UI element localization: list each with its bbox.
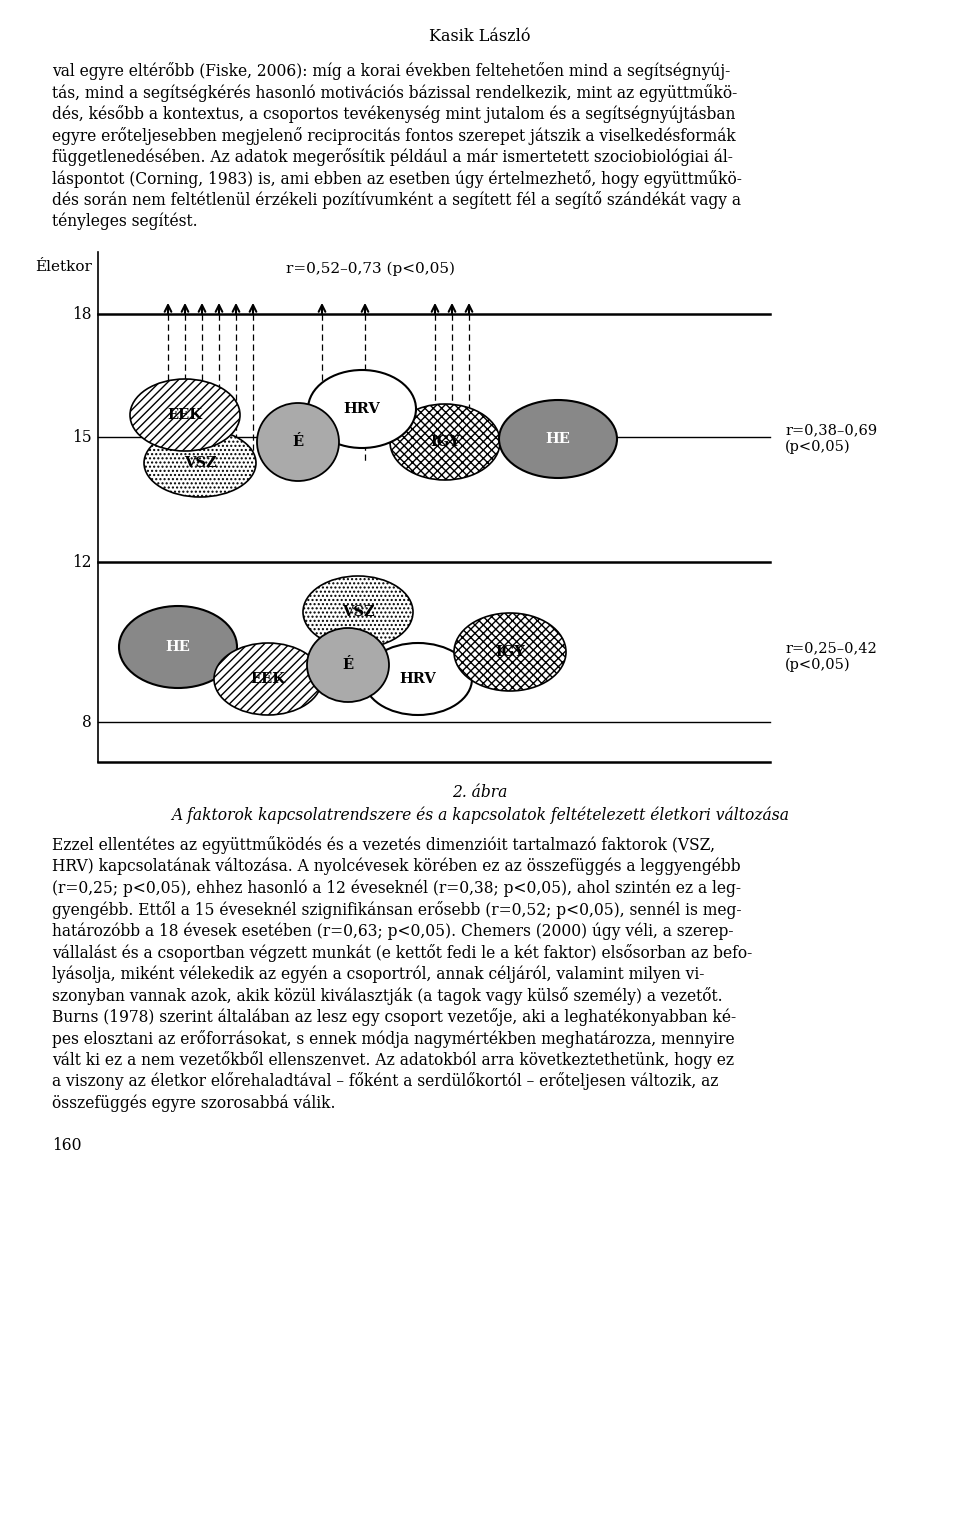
Text: IGY: IGY bbox=[495, 645, 525, 658]
Text: EEK: EEK bbox=[251, 672, 285, 686]
Text: dés, később a kontextus, a csoportos tevékenység mint jutalom és a segítségnyújt: dés, később a kontextus, a csoportos tev… bbox=[52, 105, 735, 123]
Text: határozóbb a 18 évesek esetében (r=0,63; p<0,05). Chemers (2000) úgy véli, a sze: határozóbb a 18 évesek esetében (r=0,63;… bbox=[52, 922, 733, 939]
Text: tényleges segítést.: tényleges segítést. bbox=[52, 212, 198, 231]
Text: láspontot (Corning, 1983) is, ami ebben az esetben úgy értelmezhető, hogy együtt: láspontot (Corning, 1983) is, ami ebben … bbox=[52, 170, 742, 188]
Ellipse shape bbox=[257, 404, 339, 481]
Ellipse shape bbox=[303, 576, 413, 648]
Ellipse shape bbox=[308, 370, 416, 448]
Ellipse shape bbox=[390, 404, 500, 479]
Text: val egyre eltérőbb (Fiske, 2006): míg a korai években feltehetően mind a segítsé: val egyre eltérőbb (Fiske, 2006): míg a … bbox=[52, 62, 731, 80]
Text: HRV: HRV bbox=[399, 672, 437, 686]
Text: 18: 18 bbox=[73, 305, 92, 323]
Text: a viszony az életkor előrehaladtával – főként a serdülőkortól – erőteljesen vált: a viszony az életkor előrehaladtával – f… bbox=[52, 1073, 718, 1091]
Text: É: É bbox=[293, 435, 303, 449]
Ellipse shape bbox=[144, 429, 256, 498]
Text: HRV: HRV bbox=[344, 402, 380, 416]
Ellipse shape bbox=[307, 628, 389, 702]
Text: HE: HE bbox=[545, 432, 570, 446]
Text: tás, mind a segítségkérés hasonló motivációs bázissal rendelkezik, mint az együt: tás, mind a segítségkérés hasonló motivá… bbox=[52, 83, 737, 102]
Ellipse shape bbox=[454, 613, 566, 692]
Text: IGY: IGY bbox=[430, 435, 460, 449]
Text: szonyban vannak azok, akik közül kiválasztják (a tagok vagy külső személy) a vez: szonyban vannak azok, akik közül kiválas… bbox=[52, 986, 723, 1004]
Text: dés során nem feltétlenül érzékeli pozítívumként a segített fél a segítő szándék: dés során nem feltétlenül érzékeli pozít… bbox=[52, 191, 741, 209]
Ellipse shape bbox=[364, 643, 472, 715]
Text: r=0,52–0,73 (p<0,05): r=0,52–0,73 (p<0,05) bbox=[285, 262, 454, 276]
Text: függetlenedésében. Az adatok megerősítik például a már ismertetett szociobiológi: függetlenedésében. Az adatok megerősítik… bbox=[52, 149, 732, 165]
Text: Burns (1978) szerint általában az lesz egy csoport vezetője, aki a leghatékonyab: Burns (1978) szerint általában az lesz e… bbox=[52, 1007, 736, 1025]
Text: 160: 160 bbox=[52, 1138, 82, 1154]
Text: lyásolja, miként vélekedik az egyén a csoportról, annak céljáról, valamint milye: lyásolja, miként vélekedik az egyén a cs… bbox=[52, 965, 705, 983]
Text: összefüggés egyre szorosabbá válik.: összefüggés egyre szorosabbá válik. bbox=[52, 1094, 335, 1112]
Ellipse shape bbox=[119, 605, 237, 689]
Text: 15: 15 bbox=[72, 428, 92, 446]
Text: gyengébb. Ettől a 15 éveseknél szignifikánsan erősebb (r=0,52; p<0,05), sennél i: gyengébb. Ettől a 15 éveseknél szignifik… bbox=[52, 901, 741, 918]
Text: r=0,25–0,42
(p<0,05): r=0,25–0,42 (p<0,05) bbox=[785, 642, 876, 672]
Text: Ezzel ellentétes az együttműködés és a vezetés dimenzióit tartalmazó faktorok (V: Ezzel ellentétes az együttműködés és a v… bbox=[52, 836, 715, 854]
Text: egyre erőteljesebben megjelenő reciprocitás fontos szerepet játszik a viselkedés: egyre erőteljesebben megjelenő reciproci… bbox=[52, 126, 735, 144]
Text: Életkor: Életkor bbox=[36, 259, 92, 275]
Text: Kasik László: Kasik László bbox=[429, 27, 531, 46]
Text: 2. ábra: 2. ábra bbox=[452, 784, 508, 801]
Ellipse shape bbox=[499, 400, 617, 478]
Ellipse shape bbox=[214, 643, 322, 715]
Text: A faktorok kapcsolatrendszere és a kapcsolatok feltételezett életkori változása: A faktorok kapcsolatrendszere és a kapcs… bbox=[171, 806, 789, 824]
Text: VSZ: VSZ bbox=[342, 605, 374, 619]
Text: 8: 8 bbox=[83, 713, 92, 731]
Text: HRV) kapcsolatának változása. A nyolcévesek körében ez az összefüggés a leggyeng: HRV) kapcsolatának változása. A nyolcéve… bbox=[52, 857, 740, 875]
Text: EEK: EEK bbox=[168, 408, 203, 422]
Ellipse shape bbox=[130, 379, 240, 451]
Text: vált ki ez a nem vezetőkből ellenszenvet. Az adatokból arra következtethetünk, h: vált ki ez a nem vezetőkből ellenszenvet… bbox=[52, 1051, 734, 1069]
Text: vállalást és a csoportban végzett munkát (e kettőt fedi le a két faktor) elsősor: vállalást és a csoportban végzett munkát… bbox=[52, 944, 753, 962]
Text: (r=0,25; p<0,05), ehhez hasonló a 12 éveseknél (r=0,38; p<0,05), ahol szintén ez: (r=0,25; p<0,05), ehhez hasonló a 12 éve… bbox=[52, 878, 741, 897]
Text: VSZ: VSZ bbox=[183, 457, 216, 470]
Text: r=0,38–0,69
(p<0,05): r=0,38–0,69 (p<0,05) bbox=[785, 423, 877, 454]
Text: É: É bbox=[343, 658, 353, 672]
Text: 12: 12 bbox=[73, 554, 92, 570]
Text: pes elosztani az erőforrásokat, s ennek módja nagymértékben meghatározza, mennyi: pes elosztani az erőforrásokat, s ennek … bbox=[52, 1030, 734, 1048]
Text: HE: HE bbox=[165, 640, 190, 654]
